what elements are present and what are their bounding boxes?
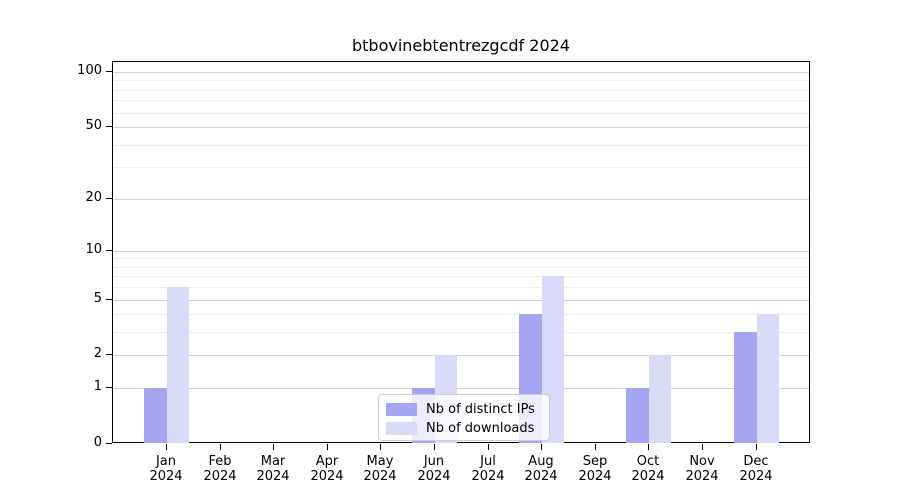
gridline-8 (113, 267, 809, 268)
gridline-1 (113, 388, 809, 389)
x-tick-label-oct-2024: Oct 2024 (631, 454, 665, 484)
bar-nb-of-downloads-oct-2024 (649, 355, 671, 443)
y-tick-mark-5 (106, 299, 112, 300)
y-tick-mark-1 (106, 387, 112, 388)
y-tick-label-2: 2 (93, 346, 102, 361)
x-tick-label-nov-2024: Nov 2024 (685, 454, 719, 484)
y-tick-mark-20 (106, 198, 112, 199)
x-tick-label-sep-2024: Sep 2024 (578, 454, 612, 484)
gridline-90 (113, 80, 809, 81)
gridline-50 (113, 127, 809, 128)
x-tick-label-jul-2024: Jul 2024 (471, 454, 505, 484)
gridline-30 (113, 167, 809, 168)
x-tick-label-mar-2024: Mar 2024 (256, 454, 290, 484)
y-tick-label-10: 10 (85, 242, 102, 257)
chart-title: btbovinebtentrezgcdf 2024 (352, 36, 570, 55)
x-tick-label-feb-2024: Feb 2024 (203, 454, 237, 484)
x-tick-mark-jan-2024 (166, 444, 167, 450)
bar-nb-of-distinct-ips-dec-2024 (734, 332, 757, 443)
bar-nb-of-downloads-jan-2024 (167, 287, 189, 443)
gridline-60 (113, 113, 809, 114)
gridline-10 (113, 251, 809, 252)
gridline-20 (113, 199, 809, 200)
y-tick-label-50: 50 (85, 118, 102, 133)
gridline-3 (113, 332, 809, 333)
x-tick-mark-apr-2024 (327, 444, 328, 450)
gridline-80 (113, 90, 809, 91)
gridline-9 (113, 258, 809, 259)
y-tick-label-5: 5 (93, 291, 102, 306)
x-tick-mark-oct-2024 (648, 444, 649, 450)
x-tick-mark-aug-2024 (541, 444, 542, 450)
legend-label-nb-of-downloads: Nb of downloads (426, 421, 535, 436)
legend-item-nb-of-distinct-ips: Nb of distinct IPs (386, 401, 541, 418)
x-tick-mark-nov-2024 (702, 444, 703, 450)
x-tick-label-jun-2024: Jun 2024 (417, 454, 451, 484)
x-tick-label-aug-2024: Aug 2024 (524, 454, 558, 484)
x-tick-label-apr-2024: Apr 2024 (310, 454, 344, 484)
legend-swatch-nb-of-downloads (386, 422, 417, 435)
legend: Nb of distinct IPs Nb of downloads (378, 394, 550, 441)
y-tick-mark-0 (106, 443, 112, 444)
plot-area (112, 61, 810, 443)
x-tick-mark-jun-2024 (434, 444, 435, 450)
gridline-6 (113, 287, 809, 288)
x-tick-mark-sep-2024 (595, 444, 596, 450)
gridline-70 (113, 100, 809, 101)
legend-item-nb-of-downloads: Nb of downloads (386, 420, 541, 437)
gridline-2 (113, 355, 809, 356)
gridline-4 (113, 314, 809, 315)
y-tick-label-1: 1 (93, 379, 102, 394)
gridline-100 (113, 72, 809, 73)
legend-swatch-nb-of-distinct-ips (386, 403, 417, 416)
y-tick-label-20: 20 (85, 190, 102, 205)
y-tick-label-100: 100 (77, 63, 102, 78)
y-tick-mark-50 (106, 126, 112, 127)
y-tick-mark-2 (106, 354, 112, 355)
x-tick-mark-dec-2024 (756, 444, 757, 450)
y-tick-label-0: 0 (93, 435, 102, 450)
bar-nb-of-downloads-dec-2024 (757, 314, 779, 443)
bar-nb-of-distinct-ips-jan-2024 (144, 388, 167, 443)
legend-label-nb-of-distinct-ips: Nb of distinct IPs (426, 402, 535, 417)
gridline-5 (113, 300, 809, 301)
gridline-7 (113, 276, 809, 277)
x-tick-label-jan-2024: Jan 2024 (149, 454, 183, 484)
y-tick-mark-10 (106, 250, 112, 251)
y-tick-mark-100 (106, 71, 112, 72)
gridline-40 (113, 145, 809, 146)
x-tick-mark-feb-2024 (220, 444, 221, 450)
bar-nb-of-distinct-ips-oct-2024 (626, 388, 649, 443)
x-tick-mark-may-2024 (380, 444, 381, 450)
x-tick-mark-mar-2024 (273, 444, 274, 450)
x-tick-mark-jul-2024 (488, 444, 489, 450)
x-tick-label-dec-2024: Dec 2024 (739, 454, 773, 484)
x-tick-label-may-2024: May 2024 (363, 454, 397, 484)
